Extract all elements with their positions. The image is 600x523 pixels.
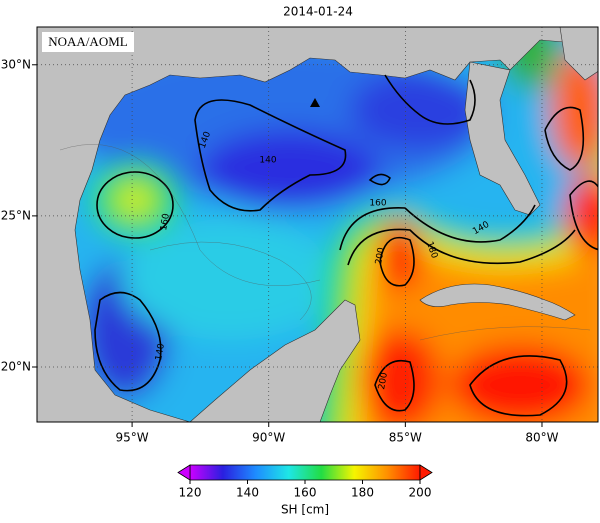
credit: NOAA/AOML	[48, 34, 128, 49]
contours	[59, 74, 598, 417]
grid	[37, 27, 598, 422]
colorbar-tick-label: 140	[236, 486, 259, 500]
map-frame	[36, 26, 599, 423]
colorbar-label: SH [cm]	[281, 503, 329, 517]
colorbar-tick-label: 160	[294, 486, 317, 500]
lon-tick-label: 80°W	[525, 431, 558, 445]
lon-tick-label: 90°W	[252, 431, 285, 445]
contour-label: 160	[369, 199, 386, 209]
colorbar-high-end	[419, 464, 433, 481]
contour-label: 200	[374, 246, 387, 265]
lat-tick-label: 20°N	[1, 359, 31, 373]
contour-label: 200	[377, 371, 390, 390]
lon-tick-label: 85°W	[389, 431, 422, 445]
colorbar-tick-label: 180	[351, 486, 374, 500]
contour-label: 140	[154, 342, 167, 361]
land	[37, 27, 598, 422]
lat-tick-label: 25°N	[1, 208, 31, 222]
credit-box	[42, 32, 134, 52]
lon-tick-label: 95°W	[116, 431, 149, 445]
lat-tick-label: 30°N	[1, 57, 31, 71]
contour-label: 140	[259, 156, 276, 166]
colorbar	[189, 464, 421, 481]
colorbar-tick-label: 120	[179, 486, 202, 500]
colorbar-low-end	[177, 464, 191, 481]
title: 2014-01-24	[283, 5, 353, 19]
map-area	[37, 27, 598, 422]
station-marker	[310, 98, 320, 107]
colorbar-tick-label: 200	[409, 486, 432, 500]
contour-label: 160	[159, 212, 172, 231]
